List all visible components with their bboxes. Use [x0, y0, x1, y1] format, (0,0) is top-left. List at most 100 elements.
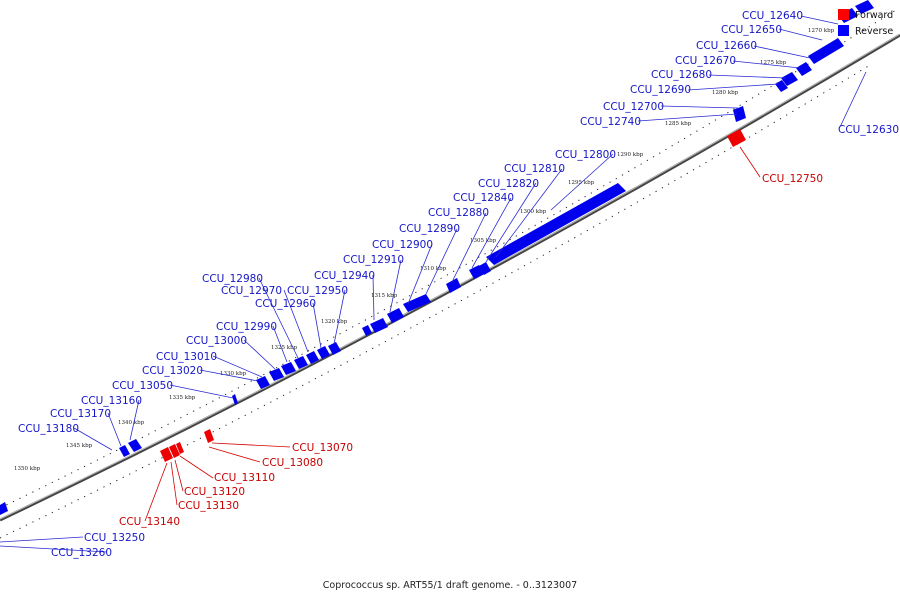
- gene-label[interactable]: CCU_13260: [51, 547, 112, 559]
- gene-label[interactable]: CCU_12690: [630, 84, 691, 96]
- gene-block: [808, 38, 844, 64]
- gene-block: [169, 444, 180, 458]
- backbone-highlight: [0, 33, 900, 520]
- tick-label: 1330 kbp: [220, 371, 247, 377]
- gene-label[interactable]: CCU_13020: [142, 365, 203, 377]
- gene-label[interactable]: CCU_12630: [838, 124, 899, 136]
- forward-leaders: [144, 146, 761, 522]
- gene-label[interactable]: CCU_12880: [428, 207, 489, 219]
- legend: Forward Reverse: [838, 9, 893, 37]
- tick-label: 1315 kbp: [371, 293, 398, 299]
- legend-label-forward: Forward: [855, 10, 893, 21]
- gene-label[interactable]: CCU_13170: [50, 408, 111, 420]
- gene-block: [469, 265, 484, 279]
- gene-block: [256, 376, 270, 389]
- tick-label: 1300 kbp: [520, 209, 547, 215]
- gene-block: [160, 447, 173, 462]
- gene-label[interactable]: CCU_12680: [651, 69, 712, 81]
- gene-block: [775, 80, 788, 92]
- gene-label[interactable]: CCU_12750: [762, 173, 823, 185]
- gene-label[interactable]: CCU_12980: [202, 273, 263, 285]
- gene-label[interactable]: CCU_12650: [721, 24, 782, 36]
- gene-label[interactable]: CCU_13120: [184, 486, 245, 498]
- gene-label[interactable]: CCU_13050: [112, 380, 173, 392]
- gene-label[interactable]: CCU_12640: [742, 10, 803, 22]
- gene-label[interactable]: CCU_12740: [580, 116, 641, 128]
- gene-block: [781, 72, 798, 86]
- legend-swatch-reverse: [838, 25, 849, 36]
- gene-block: [128, 439, 142, 452]
- gene-label[interactable]: CCU_13000: [186, 335, 247, 347]
- gene-block: [855, 0, 874, 14]
- gene-label[interactable]: CCU_12660: [696, 40, 757, 52]
- tick-label: 1275 kbp: [760, 60, 787, 66]
- gene-label[interactable]: CCU_12950: [287, 285, 348, 297]
- tick-label: 1285 kbp: [665, 121, 692, 127]
- legend-swatch-forward: [838, 9, 849, 20]
- tick-label: 1320 kbp: [321, 319, 348, 325]
- gene-block: [317, 346, 330, 359]
- tick-label: 1280 kbp: [712, 90, 739, 96]
- gene-label[interactable]: CCU_12810: [504, 163, 565, 175]
- tick-label: 1270 kbp: [808, 28, 835, 34]
- gene-block: [119, 445, 130, 457]
- gene-block: [727, 129, 746, 147]
- gene-block: [446, 278, 461, 293]
- gene-label[interactable]: CCU_12970: [221, 285, 282, 297]
- gene-label[interactable]: CCU_12670: [675, 55, 736, 67]
- gene-block: [796, 62, 812, 76]
- gene-label[interactable]: CCU_12840: [453, 192, 514, 204]
- gene-label[interactable]: CCU_12890: [399, 223, 460, 235]
- gene-label[interactable]: CCU_13180: [18, 423, 79, 435]
- gene-label[interactable]: CCU_12900: [372, 239, 433, 251]
- gene-block: [328, 342, 341, 355]
- gene-label[interactable]: CCU_12800: [555, 149, 616, 161]
- gene-block: [486, 183, 626, 265]
- gene-label[interactable]: CCU_12820: [478, 178, 539, 190]
- gene-block: [176, 442, 184, 454]
- gene-label[interactable]: CCU_13070: [292, 442, 353, 454]
- tick-label: 1305 kbp: [470, 238, 497, 244]
- tick-label: 1340 kbp: [118, 420, 145, 426]
- forward-gene-labels: CCU_12750 CCU_13070 CCU_13080 CCU_13110 …: [119, 173, 823, 528]
- tick-label: 1310 kbp: [420, 266, 447, 272]
- gene-block: [403, 294, 431, 312]
- tick-label: 1350 kbp: [14, 466, 41, 472]
- forward-gene-blocks: [160, 129, 746, 462]
- gene-block: [281, 362, 296, 375]
- backbone: [0, 33, 900, 522]
- gene-block: [204, 429, 214, 443]
- gene-block: [362, 325, 372, 336]
- gene-label[interactable]: CCU_12990: [216, 321, 277, 333]
- gene-label[interactable]: CCU_12960: [255, 298, 316, 310]
- tick-label: 1335 kbp: [169, 395, 196, 401]
- tick-label: 1290 kbp: [617, 152, 644, 158]
- gene-block: [269, 368, 284, 381]
- gene-label[interactable]: CCU_13080: [262, 457, 323, 469]
- tick-label: 1325 kbp: [271, 345, 298, 351]
- gene-block: [387, 308, 404, 323]
- gene-block: [733, 106, 746, 122]
- gene-block: [294, 356, 308, 369]
- reverse-gene-blocks: [0, 0, 874, 515]
- gene-block: [370, 318, 388, 333]
- gene-label[interactable]: CCU_13250: [84, 532, 145, 544]
- gene-label[interactable]: CCU_13140: [119, 516, 180, 528]
- gene-block: [306, 351, 319, 364]
- gene-label[interactable]: CCU_13110: [214, 472, 275, 484]
- gene-block: [0, 502, 8, 515]
- gene-block: [232, 394, 238, 405]
- gene-label[interactable]: CCU_12940: [314, 270, 375, 282]
- reverse-leaders: [0, 15, 867, 553]
- gene-label[interactable]: CCU_12910: [343, 254, 404, 266]
- gene-label[interactable]: CCU_13160: [81, 395, 142, 407]
- reverse-gene-labels: CCU_12640 CCU_12650 CCU_12660 CCU_12670 …: [18, 10, 899, 559]
- legend-label-reverse: Reverse: [855, 26, 893, 37]
- inner-guide-track: [0, 64, 871, 539]
- gene-label[interactable]: CCU_13130: [178, 500, 239, 512]
- gene-label[interactable]: CCU_12700: [603, 101, 664, 113]
- tick-label: 1345 kbp: [66, 443, 93, 449]
- gene-label[interactable]: CCU_13010: [156, 351, 217, 363]
- genome-caption: Coprococcus sp. ART55/1 draft genome. - …: [323, 580, 577, 591]
